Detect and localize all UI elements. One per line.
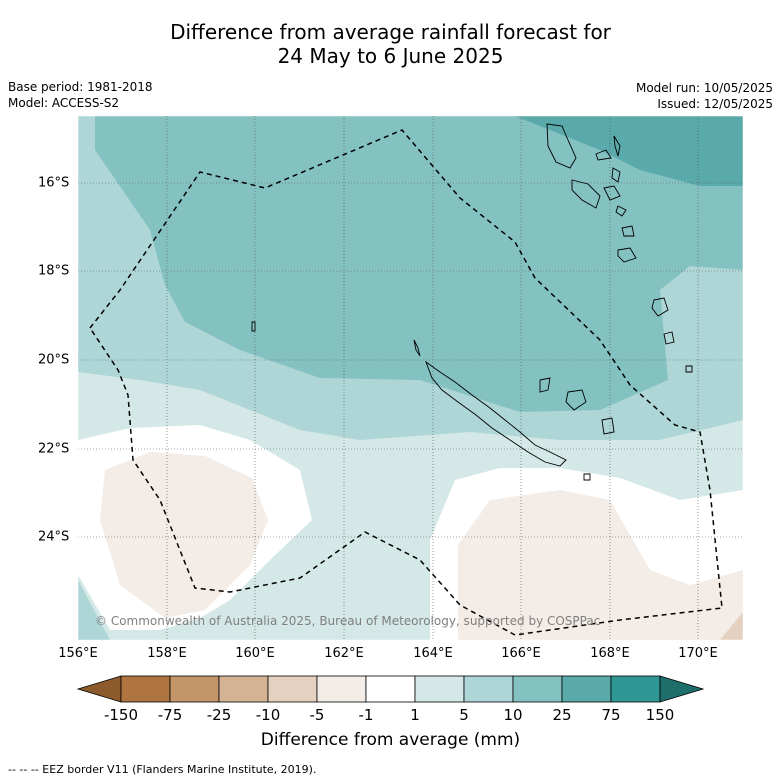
lat-tick-label: 22°S (38, 441, 70, 457)
colorbar-swatch (414, 675, 465, 703)
lon-tick-label: 164°E (413, 646, 453, 661)
colorbar-swatch (169, 675, 220, 703)
tanna-island (651, 297, 669, 317)
colorbar-min-extend (76, 675, 122, 703)
chart-title: Difference from average rainfall forecas… (0, 20, 781, 68)
loyalty-island-mare (601, 417, 615, 435)
issued-date: Issued: 12/05/2025 (657, 97, 773, 111)
loyalty-island-lifou (565, 389, 587, 411)
colorbar-swatch (218, 675, 269, 703)
contour-band-below-southeast (458, 490, 743, 640)
matthew-island (685, 365, 693, 373)
rainfall-field (78, 116, 743, 640)
contour-band-corner-southwest (78, 580, 110, 640)
islands (251, 123, 693, 481)
model-run: Model run: 10/05/2025 (635, 81, 773, 95)
lon-tick-label: 162°E (324, 646, 364, 661)
new-caledonia-island (425, 360, 567, 467)
colorbar-tick-label: -1 (358, 706, 374, 724)
colorbar-tick-label: 150 (645, 706, 675, 724)
contour-band-below-corner (720, 612, 743, 640)
meta-right: Model run: 10/05/2025 Issued: 12/05/2025 (636, 80, 773, 112)
colorbar-tick-label: 75 (601, 706, 621, 724)
colorbar-swatch (561, 675, 612, 703)
model-name: Model: ACCESS-S2 (8, 96, 120, 110)
lon-tick-label: 170°E (678, 646, 718, 661)
lon-tick-label: 166°E (501, 646, 541, 661)
lat-tick-label: 20°S (38, 352, 70, 368)
maewo-island (595, 149, 612, 161)
ambrym-island (603, 185, 621, 201)
colorbar-max-extend (659, 675, 705, 703)
pentecost-island (611, 167, 621, 183)
eez-border (89, 129, 723, 636)
efate-island (621, 225, 635, 237)
pentecost-north-island (613, 135, 621, 157)
title-line-2: 24 May to 6 June 2025 (277, 44, 504, 68)
loyalty-island-ouvea (539, 377, 551, 393)
colorbar-tick-label: -10 (255, 706, 281, 724)
lat-tick-label: 16°S (38, 175, 70, 191)
lon-tick-label: 160°E (235, 646, 275, 661)
colorbar-tick-label: -75 (157, 706, 183, 724)
colorbar-tick-label: -25 (206, 706, 232, 724)
meta-left: Base period: 1981-2018 Model: ACCESS-S2 (8, 79, 153, 111)
erromango-island (617, 247, 637, 263)
colorbar-swatch (365, 675, 416, 703)
lon-tick-label: 156°E (58, 646, 98, 661)
colorbar-swatch (120, 675, 171, 703)
colorbar-tick-label: -5 (309, 706, 325, 724)
colorbar-tick-label: 1 (410, 706, 420, 724)
lat-tick-label: 18°S (38, 263, 70, 279)
colorbar-label: Difference from average (mm) (260, 730, 521, 750)
title-line-1: Difference from average rainfall forecas… (170, 20, 611, 44)
lon-tick-label: 158°E (147, 646, 187, 661)
colorbar-tick-label: 5 (459, 706, 469, 724)
epi-island (615, 205, 627, 217)
colorbar-swatch (267, 675, 318, 703)
colorbar-swatch (610, 675, 661, 703)
colorbar-swatch (512, 675, 563, 703)
lat-tick-label: 24°S (38, 529, 70, 545)
isle-of-pines (583, 473, 591, 481)
colorbar (76, 675, 705, 703)
contour-band-below-west (100, 452, 268, 618)
lon-tick-label: 168°E (590, 646, 630, 661)
map-frame (77, 115, 744, 641)
colorbar-tick-label: -150 (103, 706, 139, 724)
copyright-credit: © Commonwealth of Australia 2025, Bureau… (95, 614, 601, 628)
gridlines (78, 116, 743, 640)
contour-band-25-to-75 (515, 116, 743, 186)
colorbar-tick-label: 10 (503, 706, 523, 724)
colorbar-swatch (463, 675, 514, 703)
espiritu-santo-island (546, 123, 577, 169)
eez-legend: -- -- -- EEZ border V11 (Flanders Marine… (8, 763, 317, 776)
colorbar-tick-label: 25 (552, 706, 572, 724)
aneityum-island (663, 331, 675, 345)
colorbar-swatch (316, 675, 367, 703)
belep-islands (413, 339, 421, 357)
chesterfield-islet (251, 321, 256, 332)
malekula-island (571, 179, 601, 209)
contour-band-10-to-25 (95, 116, 743, 412)
base-period: Base period: 1981-2018 (8, 80, 153, 94)
